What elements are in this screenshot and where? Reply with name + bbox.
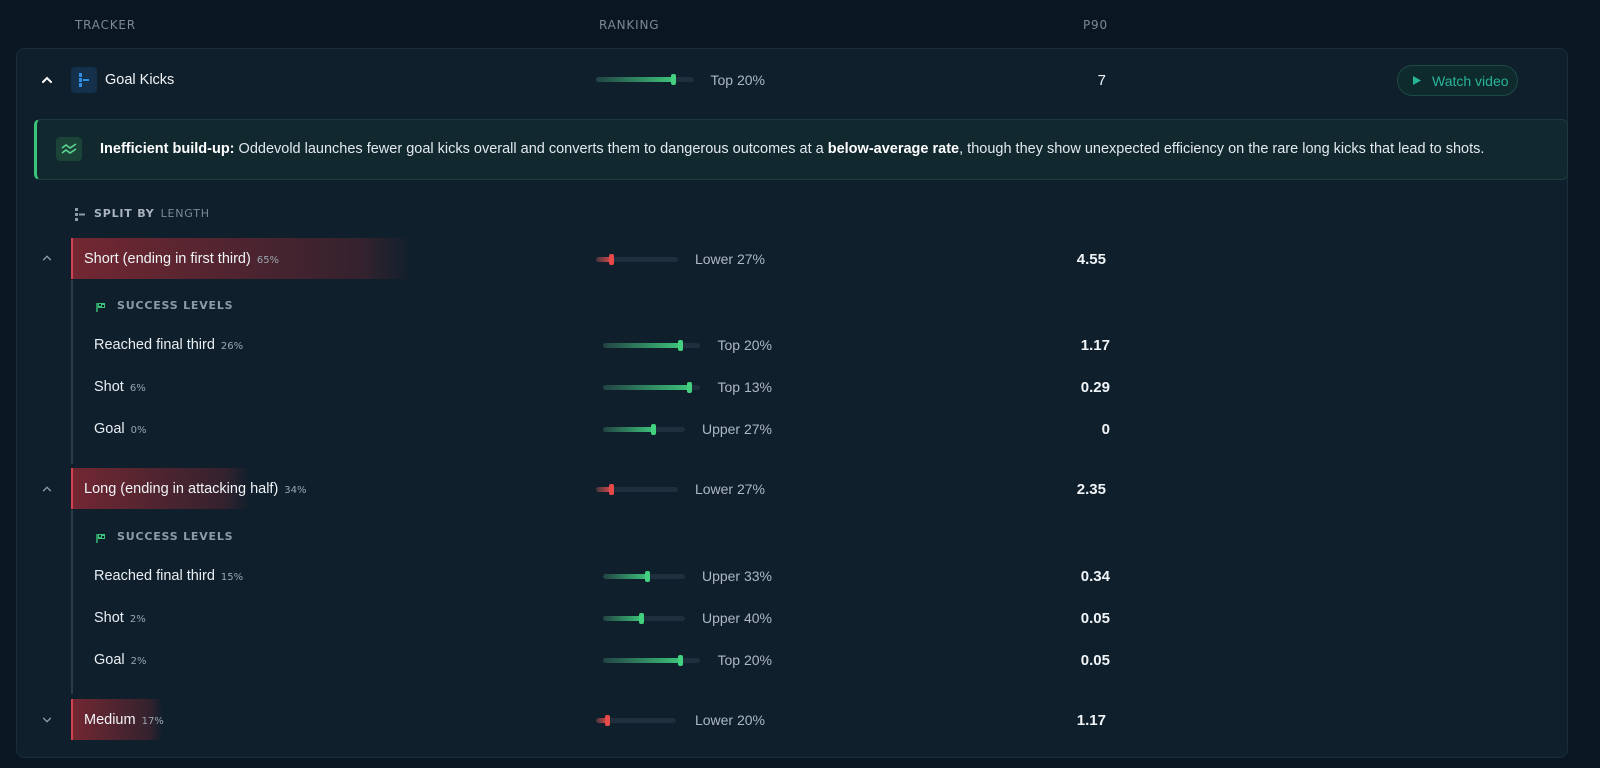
group-share: 34% xyxy=(284,485,307,496)
p90-value: 0.05 xyxy=(1080,652,1110,669)
group-collapse-chevron-icon[interactable] xyxy=(41,482,53,500)
group-row-medium[interactable] xyxy=(71,699,163,740)
row-share: 0% xyxy=(130,425,147,436)
group-share: 17% xyxy=(141,716,164,727)
group-collapse-chevron-icon[interactable] xyxy=(41,251,53,269)
ranking-label: Upper 33% xyxy=(701,568,772,584)
p90-value: 7 xyxy=(1097,72,1106,89)
group-label[interactable]: Short (ending in first third) 65% xyxy=(84,251,279,267)
list-item[interactable]: Reached final third 15% xyxy=(94,568,243,584)
list-item[interactable]: Goal 2% xyxy=(94,652,147,668)
group-name: Short (ending in first third) xyxy=(84,251,251,267)
list-item[interactable]: Reached final third 26% xyxy=(94,337,243,353)
ranking-bar xyxy=(596,254,678,265)
split-icon xyxy=(74,208,86,226)
row-name: Reached final third xyxy=(94,337,215,353)
ranking-bar-knob xyxy=(605,715,610,726)
group-label[interactable]: Medium 17% xyxy=(84,712,164,728)
ranking-bar xyxy=(603,424,685,435)
ranking-bar-knob xyxy=(650,424,656,435)
insight-text-part1: Oddevold launches fewer goal kicks overa… xyxy=(234,141,828,157)
group-divider xyxy=(71,280,73,464)
group-share: 65% xyxy=(256,255,280,266)
column-header-ranking: RANKING xyxy=(599,18,660,32)
ranking-bar-knob xyxy=(677,340,683,351)
row-share: 15% xyxy=(220,572,244,583)
split-by-label: SPLIT BY xyxy=(94,207,155,220)
ranking-bar xyxy=(603,382,700,393)
ranking-bar xyxy=(603,613,685,624)
group-name: Medium xyxy=(84,712,136,728)
ranking-bar-knob xyxy=(687,382,693,393)
row-name: Shot xyxy=(94,610,124,626)
insight-lead: Inefficient build-up: xyxy=(100,141,235,157)
row-share: 6% xyxy=(129,383,146,394)
row-name: Shot xyxy=(94,379,124,395)
play-icon xyxy=(1413,76,1421,85)
ranking-bar-knob xyxy=(645,571,651,582)
split-by: SPLIT BY LENGTH xyxy=(94,207,210,220)
ranking-bar-knob xyxy=(639,613,645,624)
ranking-bar xyxy=(596,715,676,726)
row-name: Goal xyxy=(94,652,125,668)
collapse-chevron-icon[interactable] xyxy=(40,73,54,92)
watch-video-button[interactable]: Watch video xyxy=(1397,65,1518,96)
p90-value: 0 xyxy=(1101,421,1110,438)
p90-value: 1.17 xyxy=(1076,712,1106,729)
success-levels-heading: SUCCESS LEVELS xyxy=(117,299,234,312)
insight-emphasis: below-average rate xyxy=(827,141,960,157)
ranking-bar-knob xyxy=(677,655,683,666)
row-share: 2% xyxy=(129,614,146,625)
ranking-bar xyxy=(603,340,700,351)
row-share: 26% xyxy=(220,341,244,352)
group-row-long[interactable] xyxy=(71,468,251,509)
ranking-label: Lower 20% xyxy=(694,712,765,728)
p90-value: 2.35 xyxy=(1076,481,1106,498)
group-expand-chevron-icon[interactable] xyxy=(41,713,53,731)
ranking-label: Top 20% xyxy=(717,337,772,353)
row-name: Goal xyxy=(94,421,125,437)
success-levels-heading: SUCCESS LEVELS xyxy=(117,530,234,543)
ranking-label: Lower 27% xyxy=(694,481,765,497)
ranking-bar xyxy=(596,74,694,85)
flag-icon xyxy=(96,300,106,318)
p90-value: 0.29 xyxy=(1080,379,1110,396)
column-header-p90: P90 xyxy=(1083,18,1108,32)
ranking-label: Top 20% xyxy=(717,652,772,668)
group-row-short[interactable] xyxy=(71,238,413,279)
ranking-bar xyxy=(603,655,700,666)
ranking-label: Top 13% xyxy=(717,379,772,395)
row-share: 2% xyxy=(130,656,147,667)
goal-kicks-icon xyxy=(71,67,97,93)
ranking-label: Lower 27% xyxy=(694,251,765,267)
row-name: Reached final third xyxy=(94,568,215,584)
ranking-bar-knob xyxy=(671,74,677,85)
ranking-label: Upper 40% xyxy=(701,610,772,626)
insight-trend-icon xyxy=(56,137,82,161)
split-by-value: LENGTH xyxy=(160,207,210,220)
ranking-label: Upper 27% xyxy=(701,421,772,437)
p90-value: 0.05 xyxy=(1080,610,1110,627)
list-item[interactable]: Shot 2% xyxy=(94,610,146,626)
ranking-bar xyxy=(596,484,678,495)
insight-text-part2: , though they show unexpected efficiency… xyxy=(959,141,1485,157)
insight-text: Inefficient build-up: Oddevold launches … xyxy=(100,141,1484,157)
watch-video-label: Watch video xyxy=(1432,72,1509,89)
ranking-bar xyxy=(603,571,685,582)
list-item[interactable]: Goal 0% xyxy=(94,421,147,437)
ranking-label: Top 20% xyxy=(710,72,765,88)
group-label[interactable]: Long (ending in attacking half) 34% xyxy=(84,481,307,497)
group-name: Long (ending in attacking half) xyxy=(84,481,279,497)
flag-icon xyxy=(96,531,106,549)
p90-value: 1.17 xyxy=(1080,337,1110,354)
p90-value: 4.55 xyxy=(1076,251,1106,268)
tracker-name[interactable]: Goal Kicks xyxy=(105,72,175,88)
insight-banner xyxy=(34,119,1568,180)
list-item[interactable]: Shot 6% xyxy=(94,379,146,395)
ranking-bar-knob xyxy=(609,254,615,265)
p90-value: 0.34 xyxy=(1080,568,1110,585)
ranking-bar-knob xyxy=(609,484,615,495)
group-divider xyxy=(71,510,73,694)
column-header-tracker: TRACKER xyxy=(75,18,136,32)
